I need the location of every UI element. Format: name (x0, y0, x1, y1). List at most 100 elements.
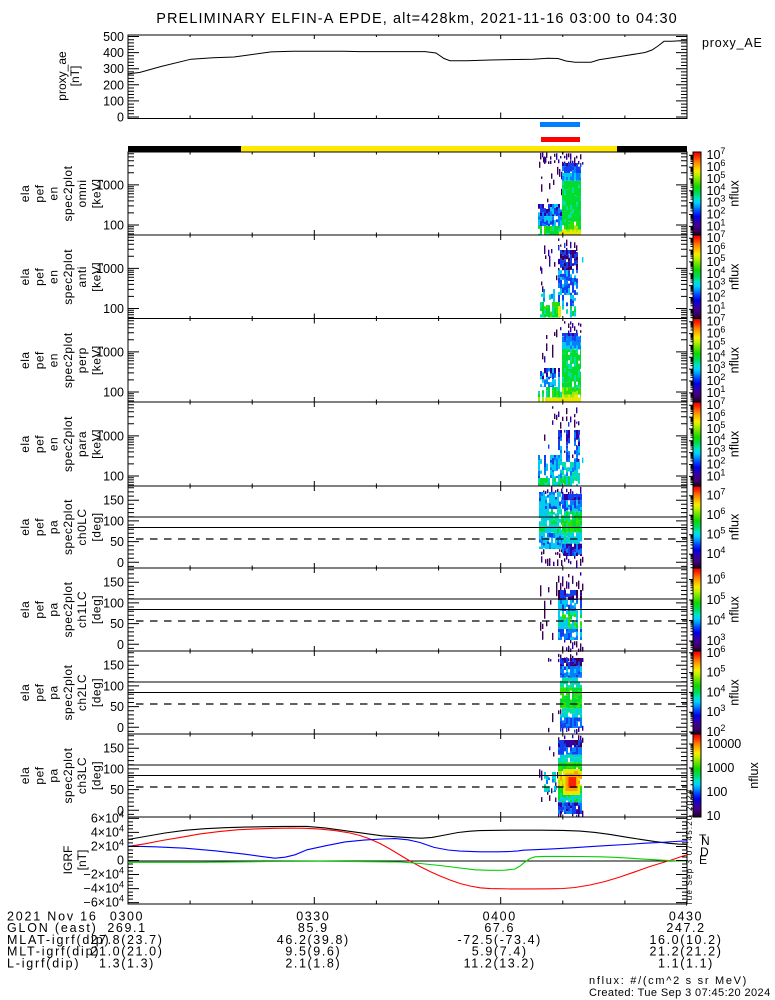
svg-text:0330: 0330 (296, 910, 330, 924)
svg-text:GLON (east): GLON (east) (7, 921, 98, 935)
svg-text:para: para (75, 431, 89, 457)
svg-text:pa: pa (47, 520, 61, 534)
svg-text:85.9: 85.9 (298, 921, 329, 935)
svg-text:pa: pa (47, 602, 61, 616)
svg-text:ela: ela (18, 435, 32, 453)
svg-text:0300: 0300 (110, 910, 144, 924)
svg-text:nflux: nflux (728, 513, 742, 540)
svg-text:1.1(1.1): 1.1(1.1) (658, 956, 714, 970)
svg-text:21.0(21.0): 21.0(21.0) (91, 945, 164, 959)
svg-text:perp: perp (75, 347, 89, 373)
svg-text:0: 0 (117, 804, 124, 818)
svg-text:11.2(13.2): 11.2(13.2) (464, 956, 536, 970)
svg-text:50: 50 (110, 535, 124, 549)
svg-text:100: 100 (103, 596, 124, 610)
svg-text:IGRF: IGRF (61, 846, 75, 875)
svg-text:100: 100 (707, 785, 728, 799)
svg-text:1000: 1000 (96, 345, 124, 359)
svg-text:27.8(23.7): 27.8(23.7) (91, 933, 164, 947)
svg-text:150: 150 (103, 494, 124, 508)
svg-text:[nT]: [nT] (68, 66, 82, 87)
svg-text:1000: 1000 (707, 761, 735, 775)
svg-text:269.1: 269.1 (107, 921, 146, 935)
svg-text:100: 100 (103, 386, 124, 400)
svg-text:ch1LC: ch1LC (75, 591, 89, 628)
svg-text:0: 0 (117, 854, 124, 868)
svg-text:0: 0 (117, 556, 124, 570)
svg-text:ela: ela (18, 518, 32, 536)
svg-text:100: 100 (103, 514, 124, 528)
svg-text:pa: pa (47, 685, 61, 699)
svg-text:100: 100 (103, 679, 124, 693)
svg-text:ela: ela (18, 767, 32, 785)
svg-text:150: 150 (103, 576, 124, 590)
svg-text:5.9(7.4): 5.9(7.4) (472, 945, 528, 959)
svg-text:ela: ela (18, 185, 32, 203)
svg-text:400: 400 (103, 46, 124, 60)
svg-text:proxy_ae: proxy_ae (55, 51, 69, 101)
svg-text:spec2plot: spec2plot (61, 499, 75, 555)
svg-text:1.3(1.3): 1.3(1.3) (99, 956, 155, 970)
svg-text:ch0LC: ch0LC (75, 508, 89, 545)
svg-text:10000: 10000 (707, 737, 742, 751)
svg-text:ch2LC: ch2LC (75, 674, 89, 711)
svg-text:omni: omni (75, 179, 89, 207)
svg-text:10: 10 (707, 809, 721, 823)
svg-text:2×104: 2×104 (91, 838, 124, 854)
svg-text:pa: pa (47, 768, 61, 782)
svg-text:50: 50 (110, 783, 124, 797)
svg-text:nflux: nflux (728, 346, 742, 373)
svg-text:pef: pef (32, 435, 46, 453)
svg-text:spec2plot: spec2plot (61, 664, 75, 720)
svg-text:Created: Tue Sep 3 07:45:20 2: Created: Tue Sep 3 07:45:20 2024 (589, 987, 771, 999)
svg-text:ela: ela (18, 268, 32, 286)
svg-text:−4×104: −4×104 (84, 880, 124, 896)
svg-text:en: en (47, 353, 61, 367)
svg-text:−6×104: −6×104 (84, 894, 124, 910)
svg-text:247.2: 247.2 (666, 921, 705, 935)
svg-text:67.6: 67.6 (484, 921, 515, 935)
svg-text:[deg]: [deg] (90, 512, 104, 541)
svg-text:500: 500 (103, 30, 124, 44)
svg-text:300: 300 (103, 62, 124, 76)
svg-text:0: 0 (117, 111, 124, 125)
svg-text:46.2(39.8): 46.2(39.8) (277, 933, 350, 947)
svg-text:ela: ela (18, 684, 32, 702)
svg-text:nflux: #/(cm^2 s sr MeV): nflux: #/(cm^2 s sr MeV) (589, 975, 748, 987)
svg-text:nflux: nflux (728, 679, 742, 706)
svg-text:150: 150 (103, 659, 124, 673)
svg-text:nflux: nflux (728, 596, 742, 623)
svg-text:nflux: nflux (728, 263, 742, 290)
svg-text:-72.5(-73.4): -72.5(-73.4) (457, 933, 542, 947)
svg-text:ch3LC: ch3LC (75, 757, 89, 794)
svg-text:E: E (699, 853, 707, 867)
svg-text:ela: ela (18, 601, 32, 619)
svg-text:MLT-igrf(dip): MLT-igrf(dip) (7, 945, 100, 959)
svg-text:D: D (700, 845, 709, 859)
svg-text:spec2plot: spec2plot (61, 581, 75, 637)
svg-text:150: 150 (103, 742, 124, 756)
svg-text:spec2plot: spec2plot (61, 332, 75, 388)
svg-text:spec2plot: spec2plot (61, 249, 75, 305)
svg-text:−2×104: −2×104 (84, 866, 124, 882)
svg-text:nflux: nflux (728, 180, 742, 207)
svg-text:2021 Nov 16: 2021 Nov 16 (7, 910, 98, 924)
svg-text:T: T (699, 832, 707, 846)
svg-text:pef: pef (32, 683, 46, 701)
svg-text:100: 100 (103, 470, 124, 484)
svg-text:1000: 1000 (96, 429, 124, 443)
svg-text:PRELIMINARY ELFIN-A EPDE, alt=: PRELIMINARY ELFIN-A EPDE, alt=428km, 202… (156, 11, 678, 27)
svg-text:ela: ela (18, 351, 32, 369)
svg-text:[deg]: [deg] (90, 761, 104, 790)
svg-text:en: en (47, 270, 61, 284)
svg-text:[keV]: [keV] (90, 262, 104, 292)
svg-text:50: 50 (110, 700, 124, 714)
svg-text:pef: pef (32, 600, 46, 618)
svg-text:spec2plot: spec2plot (61, 416, 75, 472)
svg-text:nflux: nflux (728, 430, 742, 457)
svg-text:en: en (47, 186, 61, 200)
svg-text:0: 0 (117, 721, 124, 735)
svg-text:100: 100 (103, 762, 124, 776)
svg-text:Tue Sep 3 07:45:20 2024: Tue Sep 3 07:45:20 2024 (685, 788, 694, 906)
svg-text:[keV]: [keV] (90, 429, 104, 459)
